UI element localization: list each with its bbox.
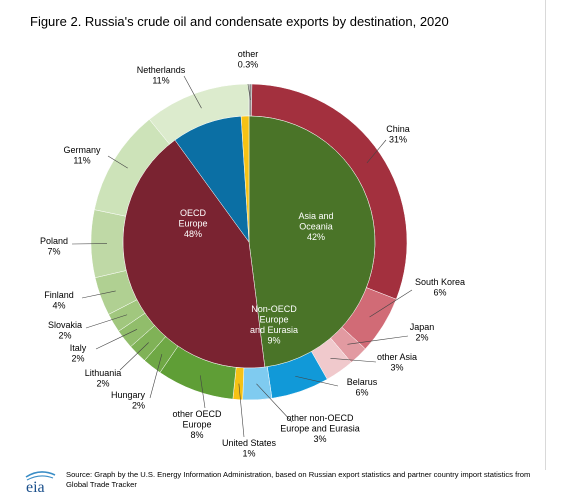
leader-other-asia xyxy=(330,358,377,363)
source-note: Source: Graph by the U.S. Energy Informa… xyxy=(66,470,531,489)
label-other: other 0.3% xyxy=(238,49,259,70)
inner-slice-asia-and-oceania xyxy=(122,139,266,369)
label-china: China 31% xyxy=(386,124,410,145)
leader-china xyxy=(366,139,387,164)
outer-labels: other 0.3% China 31% South Korea 6% Japan 2% oth… xyxy=(40,49,465,459)
leader-united-states xyxy=(238,383,245,438)
label-finland: Finland 4% xyxy=(44,290,74,311)
leader-japan xyxy=(347,335,409,345)
leader-germany xyxy=(107,155,128,169)
inner-ring xyxy=(122,115,376,369)
inner-label-asia-and-oceania: Asia and Oceania 42% xyxy=(298,211,333,242)
label-germany: Germany 11% xyxy=(63,145,101,166)
leader-netherlands xyxy=(183,75,202,109)
label-south-korea: South Korea 6% xyxy=(415,277,465,298)
inner-slice-united-states xyxy=(240,115,250,243)
label-other-oecd-europe: other OECD Europe 8% xyxy=(172,409,222,440)
leader-other-oecd-europe xyxy=(199,375,206,409)
label-japan: Japan 2% xyxy=(410,322,435,343)
inner-label-non-oecd-europe-and-eurasia: Non-OECD Europe and Eurasia 9% xyxy=(250,304,298,346)
leader-hungary xyxy=(149,354,163,399)
footer: eia Source: Graph by the U.S. Energy Inf… xyxy=(22,466,552,497)
label-other-non-oecd-europe-and-eurasia: other non-OECD Europe and Eurasia 3% xyxy=(280,413,360,444)
eia-logo-text: eia xyxy=(26,479,45,495)
leader-other-non-oecd-europe-and-eurasia xyxy=(256,383,293,423)
label-belarus: Belarus 6% xyxy=(347,377,378,398)
label-other-asia: other Asia 3% xyxy=(377,352,417,373)
label-italy: Italy 2% xyxy=(70,343,87,364)
leader-other xyxy=(247,83,251,101)
leader-belarus xyxy=(295,375,339,387)
right-divider xyxy=(545,0,546,470)
leader-finland xyxy=(81,290,116,299)
eia-logo-icon: eia xyxy=(25,471,56,495)
label-united-states: United States 1% xyxy=(222,438,277,459)
label-hungary: Hungary 2% xyxy=(111,390,146,411)
inner-label-oecd-europe: OECD Europe 48% xyxy=(178,208,207,239)
donut-chart: other 0.3% China 31% South Korea 6% Japan 2% oth… xyxy=(40,49,465,459)
inner-labels: OECD Europe 48% Asia and Oceania 42% Non-OECD E… xyxy=(178,208,333,346)
label-netherlands: Netherlands 11% xyxy=(137,65,186,86)
label-slovakia: Slovakia 2% xyxy=(48,320,82,341)
outer-slice-other-non-oecd-europe-and-eurasia xyxy=(242,366,273,401)
leader-lines xyxy=(71,75,413,438)
leader-lithuania xyxy=(119,342,149,371)
label-lithuania: Lithuania 2% xyxy=(85,368,122,389)
leader-italy xyxy=(95,329,138,350)
label-poland: Poland 7% xyxy=(40,236,68,257)
chart-title: Figure 2. Russia's crude oil and condens… xyxy=(30,14,449,29)
leader-south-korea xyxy=(369,289,413,318)
inner-slice-oecd-europe xyxy=(248,115,376,368)
leader-slovakia xyxy=(85,314,128,329)
